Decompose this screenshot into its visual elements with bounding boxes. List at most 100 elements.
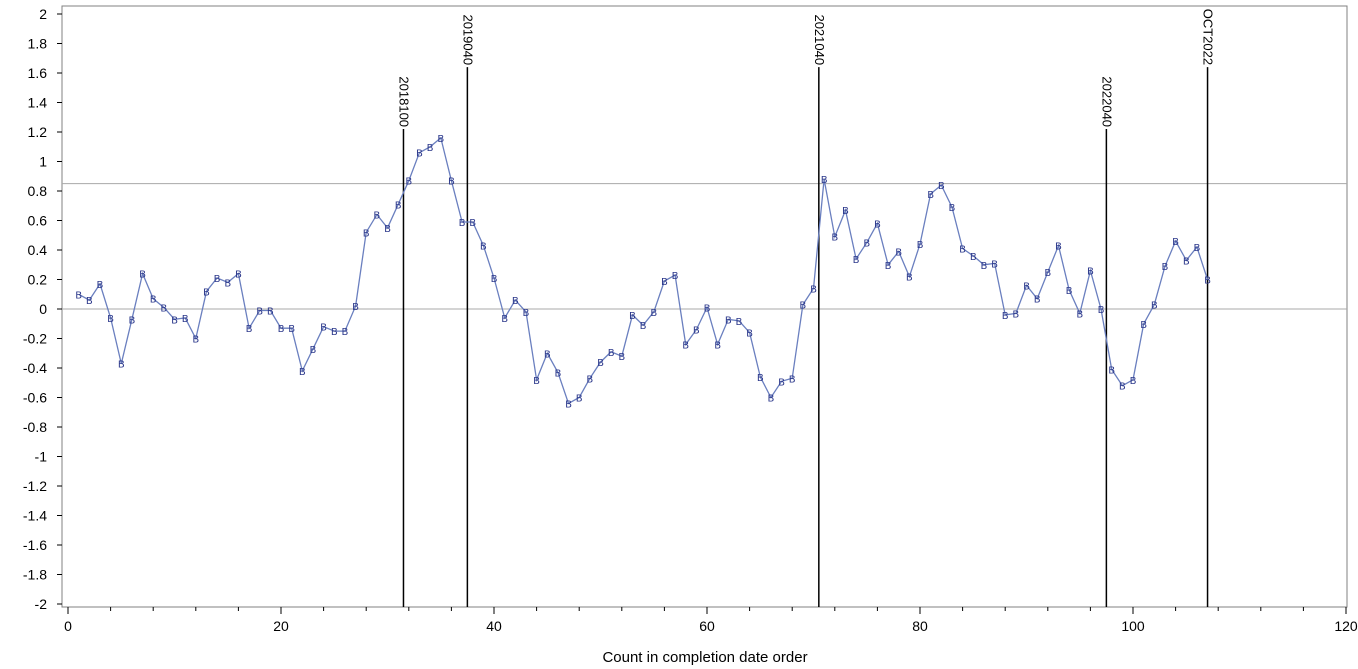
data-point-marker: B bbox=[320, 323, 327, 334]
data-point-marker: B bbox=[171, 315, 178, 326]
data-point-marker: B bbox=[501, 314, 508, 325]
data-point-marker: B bbox=[1055, 242, 1062, 253]
data-point-marker: B bbox=[672, 271, 679, 282]
data-point-marker: B bbox=[949, 203, 956, 214]
data-point-marker: B bbox=[1183, 256, 1190, 267]
data-point-marker: B bbox=[256, 306, 263, 317]
y-tick-label: 1.4 bbox=[28, 95, 48, 111]
data-point-marker: B bbox=[512, 296, 519, 307]
y-tick-label: -1.6 bbox=[23, 537, 47, 553]
data-point-marker: B bbox=[278, 324, 285, 335]
data-point-marker: B bbox=[874, 219, 881, 230]
data-point-marker: B bbox=[885, 261, 892, 272]
data-point-marker: B bbox=[618, 352, 625, 363]
x-tick-label: 20 bbox=[273, 618, 289, 634]
y-tick-label: -0.4 bbox=[23, 360, 47, 376]
data-point-marker: B bbox=[554, 368, 561, 379]
data-point-marker: B bbox=[842, 206, 849, 217]
data-point-marker: B bbox=[363, 228, 370, 239]
data-point-marker: B bbox=[608, 348, 615, 359]
data-point-marker: B bbox=[235, 270, 242, 281]
data-point-marker: B bbox=[789, 374, 796, 385]
data-point-marker: B bbox=[650, 308, 657, 319]
data-point-marker: B bbox=[927, 190, 934, 201]
data-point-marker: B bbox=[1140, 320, 1147, 331]
data-point-marker: B bbox=[128, 315, 135, 326]
y-tick-label: 0.8 bbox=[28, 183, 48, 199]
data-point-marker: B bbox=[576, 394, 583, 405]
x-tick-label: 40 bbox=[486, 618, 502, 634]
data-point-marker: B bbox=[523, 308, 530, 319]
data-point-marker: B bbox=[970, 252, 977, 263]
data-point-marker: B bbox=[480, 242, 487, 253]
data-point-marker: B bbox=[107, 314, 114, 325]
data-point-marker: B bbox=[373, 211, 380, 222]
y-tick-label: 1 bbox=[39, 154, 47, 170]
data-point-marker: B bbox=[1162, 262, 1169, 273]
data-point-marker: B bbox=[906, 273, 913, 284]
data-point-marker: B bbox=[469, 218, 476, 229]
data-point-marker: B bbox=[246, 324, 253, 335]
data-point-marker: B bbox=[991, 259, 998, 270]
data-point-marker: B bbox=[895, 247, 902, 258]
data-point-marker: B bbox=[1193, 243, 1200, 254]
data-point-marker: B bbox=[544, 349, 551, 360]
data-point-marker: B bbox=[341, 327, 348, 338]
data-point-marker: B bbox=[310, 345, 317, 356]
plot-frame bbox=[61, 5, 1348, 608]
data-point-marker: B bbox=[1034, 295, 1041, 306]
data-point-marker: B bbox=[97, 280, 104, 291]
data-point-marker: B bbox=[139, 270, 146, 281]
v-ref-label-4: OCT2022 bbox=[1201, 9, 1216, 65]
data-point-marker: B bbox=[821, 175, 828, 186]
y-tick-label: -2 bbox=[35, 596, 48, 612]
y-tick-label: 1.6 bbox=[28, 65, 48, 81]
data-point-marker: B bbox=[267, 306, 274, 317]
data-point-marker: B bbox=[437, 134, 444, 145]
data-point-marker: B bbox=[810, 284, 817, 295]
data-point-marker: B bbox=[597, 358, 604, 369]
series-polyline bbox=[78, 136, 1209, 405]
data-point-marker: B bbox=[959, 245, 966, 256]
data-point-marker: B bbox=[767, 394, 774, 405]
data-point-marker: B bbox=[427, 143, 434, 154]
data-point-marker: B bbox=[1076, 309, 1083, 320]
data-point-marker: B bbox=[416, 149, 423, 160]
data-point-marker: B bbox=[491, 274, 498, 285]
data-point-marker: B bbox=[1012, 309, 1019, 320]
data-point-marker: B bbox=[799, 301, 806, 312]
series-line bbox=[78, 136, 1209, 405]
data-point-marker: B bbox=[853, 255, 860, 266]
y-axis: 2 1.8 1.6 1.4 1.2 1 0.8 0.6 0.4 0.2 0 -0.2 -0.4 -0.6 -… bbox=[23, 6, 62, 612]
data-point-marker: B bbox=[1002, 311, 1009, 322]
data-point-marker: B bbox=[746, 329, 753, 340]
v-ref-label-2: 2021040 bbox=[812, 14, 827, 65]
data-point-marker: B bbox=[1119, 382, 1126, 393]
y-tick-label: 0.4 bbox=[28, 242, 48, 258]
data-point-marker: B bbox=[182, 314, 189, 325]
data-point-marker: B bbox=[938, 181, 945, 192]
data-point-marker: B bbox=[1087, 267, 1094, 278]
data-point-marker: B bbox=[331, 327, 338, 338]
data-point-marker: B bbox=[1204, 276, 1211, 287]
data-point-marker: B bbox=[160, 304, 167, 315]
v-ref-label-3: 2022040 bbox=[1099, 76, 1114, 127]
v-ref-label-1: 2019040 bbox=[460, 14, 475, 65]
y-tick-label: 2 bbox=[39, 6, 47, 22]
x-axis-title: Count in completion date order bbox=[602, 649, 807, 666]
data-point-marker: B bbox=[395, 200, 402, 211]
y-tick-label: 1.2 bbox=[28, 124, 48, 140]
data-point-marker: B bbox=[448, 177, 455, 188]
data-point-marker: B bbox=[917, 240, 924, 251]
data-point-marker: B bbox=[288, 324, 295, 335]
data-point-marker: B bbox=[831, 233, 838, 244]
data-point-marker: B bbox=[533, 376, 540, 387]
y-tick-label: -0.6 bbox=[23, 390, 47, 406]
y-tick-label: 0.6 bbox=[28, 213, 48, 229]
x-tick-label: 60 bbox=[699, 618, 715, 634]
data-point-marker: B bbox=[192, 335, 199, 346]
y-tick-label: 0.2 bbox=[28, 272, 48, 288]
data-point-marker: B bbox=[736, 317, 743, 328]
